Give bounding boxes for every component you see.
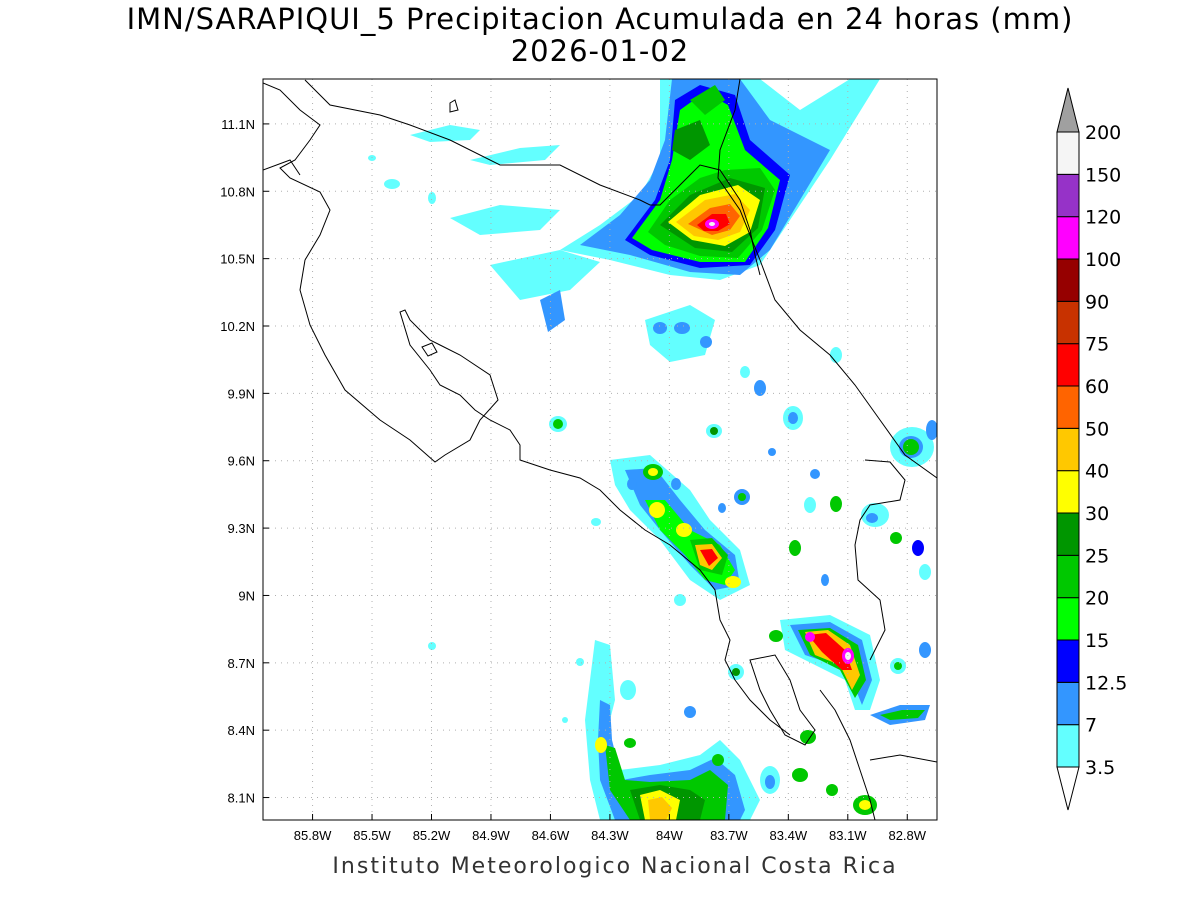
colorbar-label: 100 [1085, 249, 1121, 271]
lake-island [421, 342, 438, 357]
colorbar-label: 30 [1085, 503, 1109, 525]
precip-south-cells [728, 615, 931, 815]
lon-tick-label: 84.6W [532, 828, 570, 843]
colorbar-box [1056, 343, 1080, 387]
panama-border [854, 459, 906, 661]
lat-tick-label: 9.9N [228, 386, 255, 401]
lat-tick-label: 10.8N [220, 184, 255, 199]
colorbar-box [1056, 470, 1080, 514]
footer-credit: Instituto Meteorologico Nacional Costa R… [332, 854, 898, 879]
lat-tick-label: 8.1N [228, 791, 255, 806]
colorbar-bottom-arrow [1056, 766, 1080, 811]
colorbar-top-arrow [1056, 87, 1080, 133]
precip-north-band [368, 79, 880, 332]
map-date: 2026-01-02 [510, 34, 690, 68]
colorbar-box [1056, 597, 1080, 641]
coastline-borders [263, 79, 937, 820]
nicaragua-border [304, 79, 761, 276]
colorbar-label: 120 [1085, 207, 1121, 229]
golfo-dulce [819, 689, 876, 820]
colorbar-label: 7 [1085, 715, 1097, 737]
colorbar-label: 15 [1085, 630, 1109, 652]
colorbar-label: 60 [1085, 376, 1109, 398]
lon-tick-label: 83.7W [710, 828, 748, 843]
colorbar-box [1056, 427, 1080, 472]
colorbar-box [1056, 724, 1080, 768]
lon-tick-label: 83.1W [829, 828, 867, 843]
lat-tick-label: 9.6N [228, 454, 255, 469]
colorbar-label: 12.5 [1085, 672, 1127, 694]
lat-tick-label: 8.7N [228, 656, 255, 671]
colorbar-label: 40 [1085, 461, 1109, 483]
latitude-axis: 11.1N 10.8N 10.5N 10.2N 9.9N 9.6N 9.3N 9N 8.7N 8.… [220, 117, 269, 806]
colorbar-label: 3.5 [1085, 757, 1115, 779]
precip-southwest-band [562, 640, 760, 820]
colorbar-label: 25 [1085, 545, 1109, 567]
lat-tick-label: 11.1N [221, 117, 255, 132]
lon-tick-label: 83.4W [770, 828, 808, 843]
colorbar-box [1056, 300, 1080, 345]
burica [869, 754, 937, 763]
precip-central-cells [549, 305, 937, 467]
colorbar-box [1056, 385, 1080, 429]
colorbar-box [1056, 639, 1080, 683]
colorbar-label: 150 [1085, 164, 1121, 186]
colorbar: 3.5 7 12.5 15 20 25 30 40 50 60 75 90 100 120 150 200 [1056, 87, 1127, 811]
colorbar-box [1056, 554, 1080, 599]
colorbar-box [1056, 512, 1080, 556]
lon-tick-label: 85.5W [353, 828, 391, 843]
lon-tick-label: 85.2W [413, 828, 451, 843]
caribbean-coast [717, 79, 937, 479]
lon-tick-label: 84.3W [591, 828, 629, 843]
colorbar-label: 20 [1085, 588, 1109, 610]
longitude-axis: 85.8W 85.5W 85.2W 84.9W 84.6W 84.3W 84W 83.7W 83… [294, 814, 927, 843]
precipitation-field [368, 79, 937, 820]
colorbar-box [1056, 131, 1080, 175]
colorbar-label: 200 [1085, 122, 1121, 144]
lat-tick-label: 9N [238, 588, 255, 603]
colorbar-box [1056, 681, 1080, 726]
lat-tick-label: 8.4N [228, 723, 255, 738]
osa-peninsula [749, 654, 816, 746]
colorbar-label: 75 [1085, 334, 1109, 356]
nicoya-coast [263, 159, 301, 176]
colorbar-box [1056, 216, 1080, 260]
colorbar-label: 90 [1085, 291, 1109, 313]
lon-tick-label: 85.8W [294, 828, 332, 843]
northern-coastline [263, 82, 791, 736]
lon-tick-label: 82.8W [888, 828, 926, 843]
colorbar-box [1056, 173, 1080, 218]
ometepe [449, 99, 459, 113]
map-grid [263, 79, 937, 820]
lat-tick-label: 10.2N [220, 319, 255, 334]
lat-tick-label: 10.5N [220, 252, 255, 267]
lon-tick-label: 84.9W [472, 828, 510, 843]
precip-pacific-band [428, 455, 931, 650]
lon-tick-label: 84W [656, 828, 683, 843]
colorbar-box [1056, 258, 1080, 302]
colorbar-label: 50 [1085, 418, 1109, 440]
plot-frame [262, 78, 938, 821]
lat-tick-label: 9.3N [228, 521, 255, 536]
map-title: IMN/SARAPIQUI_5 Precipitacion Acumulada … [126, 2, 1074, 36]
